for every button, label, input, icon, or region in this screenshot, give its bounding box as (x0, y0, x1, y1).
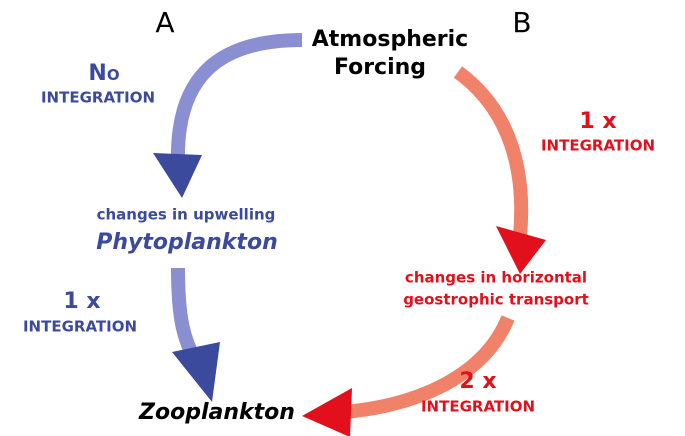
arrows (170, 33, 529, 419)
node-text: changes in upwelling (97, 206, 276, 224)
node-text: Phytoplankton (96, 230, 277, 255)
arrowhead-a2 (172, 342, 220, 402)
integration-count: 2 x (459, 369, 496, 394)
arrowhead-a1 (153, 153, 202, 198)
integration-label: INTEGRATION (541, 137, 655, 155)
node-text: geostrophic transport (403, 291, 589, 309)
arrow-b1 (453, 66, 529, 237)
node-text: Atmospheric (312, 27, 468, 52)
panel-label: A (155, 6, 174, 39)
arrow-a1 (170, 33, 303, 163)
arrowhead-b2 (302, 388, 352, 436)
integration-label: INTEGRATION (23, 318, 137, 336)
integration-count: 1 x (579, 109, 616, 134)
integration-label: INTEGRATION (41, 89, 155, 107)
integration-label: INTEGRATION (421, 398, 535, 416)
node-text: Zooplankton (138, 400, 295, 425)
integration-count: 1 x (63, 289, 100, 314)
node-text: Forcing (334, 55, 426, 80)
arrow-b2 (344, 315, 515, 419)
arrowhead-b1 (496, 226, 546, 274)
panel-label: B (512, 6, 531, 39)
node-text: changes in horizontal (405, 269, 587, 287)
integration-count: No (88, 61, 119, 86)
